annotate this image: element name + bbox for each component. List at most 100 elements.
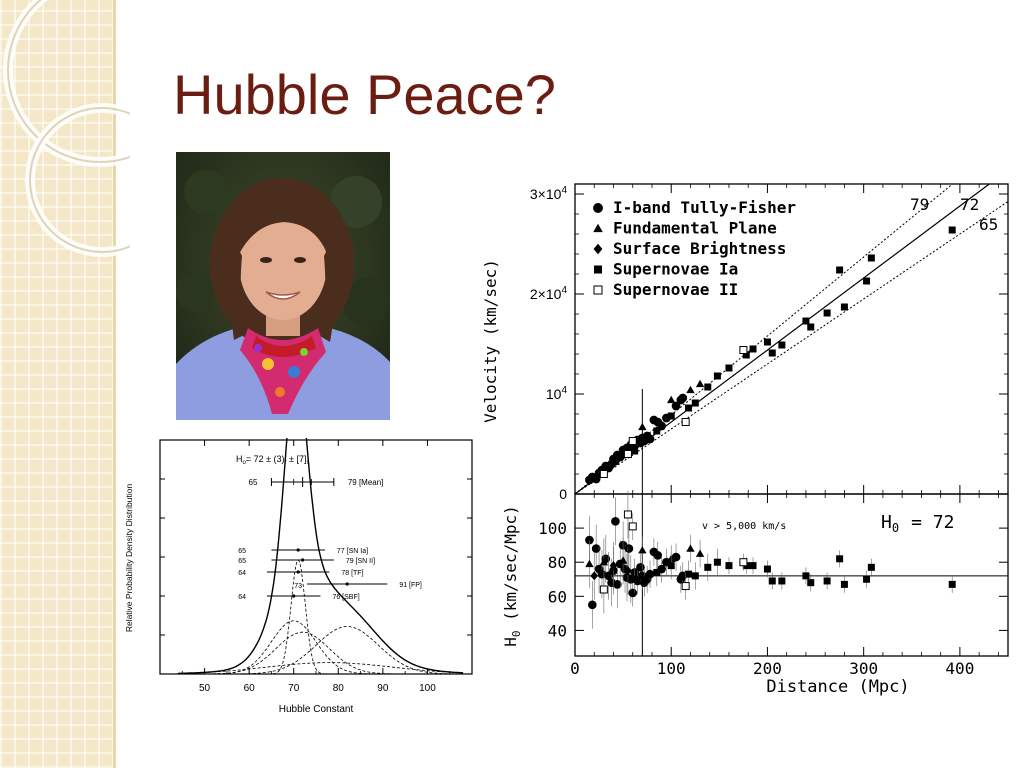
chart2-h0-point <box>636 562 645 572</box>
chart2-h0-point <box>628 522 637 531</box>
chart1-x-tick-label: 50 <box>199 683 211 694</box>
chart2-velocity-point <box>802 317 810 325</box>
chart2-velocity-point <box>667 412 675 420</box>
portrait-photo <box>176 152 390 420</box>
chart2-h0-point <box>686 544 695 552</box>
chart1-mean-high-label: 79 [Mean] <box>348 478 384 487</box>
chart2-velocity-point <box>631 447 639 455</box>
chart1-title: Ho= 72 ± (3)r ± [7]s <box>236 454 310 466</box>
chart2-h0-point <box>628 588 638 598</box>
chart1-method-point <box>296 548 300 552</box>
chart2-h0-point <box>695 549 705 557</box>
chart1-ylabel: Relative Probability Density Distributio… <box>124 484 134 633</box>
chart2-h0-point <box>631 575 639 583</box>
chart2-fit-label: 79 <box>910 195 929 214</box>
chart2-fit-label: 72 <box>960 195 979 214</box>
chart1-method-low-label: 65 <box>238 548 246 555</box>
chart2-h0-point <box>623 510 632 519</box>
chart2-h0-tick-label: 100 <box>538 519 567 538</box>
chart2-velocity-point <box>609 457 618 467</box>
probability-distribution-chart: 65 79 [Mean] 65 77 [SN Ia] 65 79 [SN II] 64 78 … <box>118 438 480 718</box>
chart2-velocity-point <box>653 427 661 435</box>
chart2-h0-tick-label: 60 <box>548 587 567 606</box>
chart2-h0-point <box>768 577 776 585</box>
chart2-velocity-point <box>704 383 712 391</box>
chart2-h0-point <box>599 558 609 566</box>
chart2-velocity-point <box>691 399 699 407</box>
chart2-h0-tick-label: 80 <box>548 553 567 572</box>
chart2-velocity-point <box>678 393 688 403</box>
chart2-legend-marker <box>594 265 602 274</box>
chart2-velocity-point <box>671 401 681 411</box>
h0-value-label: H0 = 72 <box>881 512 954 535</box>
chart2-velocity-point <box>836 266 844 274</box>
chart2-velocity-point <box>638 422 647 431</box>
chart2-velocity-point <box>695 379 705 388</box>
chart1-method-high-label: 91 [FP] <box>399 582 422 589</box>
chart2-velocity-tick-label: 2×104 <box>530 285 568 302</box>
chart2-velocity-point <box>686 385 695 394</box>
chart2-legend-label: Supernovae Ia <box>613 260 738 279</box>
h0-panel-frame <box>574 493 1009 657</box>
chart2-h0-point <box>612 580 622 589</box>
chart2-ylabel-h0: H0 (km/sec/Mpc) <box>501 505 523 647</box>
chart2-h0-tick-label: 40 <box>548 621 567 640</box>
chart2-x-tick-label: 200 <box>753 659 782 678</box>
chart2-legend-marker <box>593 223 603 233</box>
chart2-legend-label: Fundamental Plane <box>613 219 777 238</box>
chart2-velocity-point <box>645 434 655 444</box>
chart2-h0-point <box>763 565 771 573</box>
chart2-h0-point <box>691 572 699 580</box>
chart1-xlabel: Hubble Constant <box>279 704 354 715</box>
chart2-h0-point <box>836 555 844 563</box>
chart1-method-high-label: 76 [SBF] <box>332 594 359 601</box>
chart2-h0-point <box>653 568 661 576</box>
chart2-velocity-point <box>623 450 632 458</box>
chart2-velocity-point <box>823 309 831 317</box>
chart2-h0-point <box>645 569 655 579</box>
chart2-h0-point <box>609 561 618 571</box>
chart1-component-curve <box>177 631 464 675</box>
chart1-method-low-label: 65 <box>238 558 246 565</box>
chart2-velocity-point <box>590 473 599 483</box>
chart2-legend-marker <box>593 203 603 213</box>
chart2-h0-point <box>681 582 690 591</box>
chart2-velocity-point <box>840 303 848 311</box>
chart1-component-curve <box>177 559 464 675</box>
chart1-method-high-label: 78 [TF] <box>341 570 363 577</box>
chart2-velocity-point <box>807 323 815 331</box>
chart2-legend-marker <box>593 243 603 255</box>
chart2-ylabel-velocity: Velocity (km/sec) <box>481 259 500 423</box>
chart2-h0-point <box>778 577 786 585</box>
chart1-method-high-label: 79 [SN II] <box>346 558 375 565</box>
chart2-velocity-point <box>948 226 956 234</box>
chart2-velocity-point <box>778 341 786 349</box>
chart2-velocity-point <box>599 461 609 470</box>
slide-title: Hubble Peace? <box>173 63 556 126</box>
chart2-h0-point <box>585 559 594 568</box>
chart2-velocity-point <box>685 404 693 412</box>
chart1-method-point <box>296 570 300 574</box>
sidebar-edge <box>113 0 116 768</box>
velocity-cut-annotation: v > 5,000 km/s <box>702 521 786 532</box>
chart2-x-tick-label: 100 <box>657 659 686 678</box>
chart2-h0-point <box>823 577 831 585</box>
chart2-h0-point <box>638 546 647 554</box>
chart2-h0-point <box>618 556 628 564</box>
chart1-x-tick-label: 60 <box>244 683 256 694</box>
chart2-h0-point <box>867 563 875 571</box>
chart2-h0-point <box>667 562 675 570</box>
chart1-method-point <box>345 582 349 586</box>
chart2-velocity-point <box>599 470 608 478</box>
chart2-h0-point <box>840 580 848 588</box>
chart2-h0-point <box>611 516 620 526</box>
chart1-method-center-label: 73 <box>294 583 302 590</box>
chart2-legend-label: I-band Tully-Fisher <box>613 198 796 217</box>
chart2-velocity-tick-label: 0 <box>559 486 567 502</box>
chart2-x-tick-label: 0 <box>570 659 580 678</box>
chart2-h0-point <box>713 558 721 566</box>
chart2-h0-point <box>948 580 956 588</box>
chart2-h0-point <box>802 572 810 580</box>
chart2-h0-point <box>807 579 815 587</box>
